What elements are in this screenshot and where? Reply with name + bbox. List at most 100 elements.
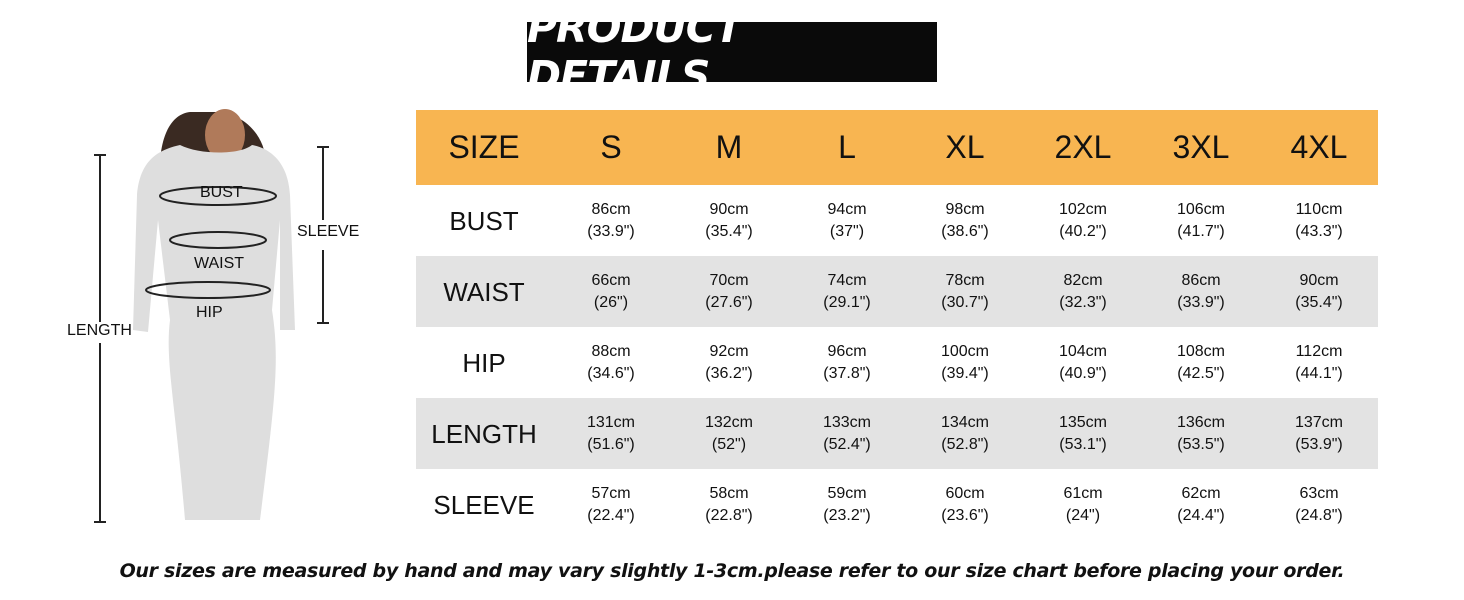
inch-value: (27.6")	[705, 293, 753, 311]
inch-value: (24")	[1065, 506, 1101, 524]
measurement-cell: 110cm (43.3")	[1260, 185, 1378, 256]
cm-value: 63cm	[1299, 484, 1339, 502]
cm-value: 57cm	[591, 484, 631, 502]
cm-value: 106cm	[1176, 200, 1226, 218]
cm-value: 88cm	[591, 342, 631, 360]
inch-value: (35.4")	[705, 222, 753, 240]
inch-value: (38.6")	[941, 222, 989, 240]
measurement-cell: 86cm (33.9")	[552, 185, 670, 256]
bust-label: BUST	[200, 184, 243, 201]
inch-value: (23.6")	[941, 506, 989, 524]
row-label: SLEEVE	[433, 489, 535, 520]
table-row-sleeve: SLEEVE 57cm (22.4") 58cm (22.8") 59cm (23.2") 6…	[416, 469, 1378, 540]
inch-value: (39.4")	[941, 364, 989, 382]
measurement-cell: 78cm (30.7")	[906, 256, 1024, 327]
cm-value: 59cm	[827, 484, 867, 502]
inch-value: (52")	[711, 435, 747, 453]
measurement-cell: 62cm (24.4")	[1142, 469, 1260, 540]
measurement-cell: 82cm (32.3")	[1024, 256, 1142, 327]
size-header-4xl: 4XL	[1260, 110, 1378, 185]
inch-value: (40.2")	[1059, 222, 1107, 240]
waist-label: WAIST	[194, 255, 245, 272]
measurement-cell: 70cm (27.6")	[670, 256, 788, 327]
inch-value: (43.3")	[1295, 222, 1343, 240]
cm-value: 90cm	[1299, 271, 1339, 289]
cm-value: 135cm	[1058, 413, 1108, 431]
measurement-cell: 92cm (36.2")	[670, 327, 788, 398]
cm-value: 92cm	[709, 342, 749, 360]
inch-value: (53.9")	[1295, 435, 1343, 453]
cm-value: 86cm	[1181, 271, 1221, 289]
measurement-cell: 112cm (44.1")	[1260, 327, 1378, 398]
inch-value: (30.7")	[941, 293, 989, 311]
row-label: WAIST	[416, 256, 552, 327]
inch-value: (35.4")	[1295, 293, 1343, 311]
cm-value: 90cm	[709, 200, 749, 218]
measurement-cell: 137cm (53.9")	[1260, 398, 1378, 469]
table-row-waist: WAIST 66cm (26") 70cm (27.6") 74cm (29.1") 78cm…	[416, 256, 1378, 327]
size-column-header: SIZE	[416, 110, 552, 185]
measurement-cell: 136cm (53.5")	[1142, 398, 1260, 469]
cm-value: 66cm	[591, 271, 631, 289]
inch-value: (40.9")	[1059, 364, 1107, 382]
cm-value: 58cm	[709, 484, 749, 502]
measurement-cell: 57cm (22.4")	[552, 469, 670, 540]
inch-value: (33.9")	[587, 222, 635, 240]
cm-value: 70cm	[709, 271, 749, 289]
cm-value: 94cm	[827, 200, 867, 218]
table-row-length: LENGTH 131cm (51.6") 132cm (52") 133cm (52.4")…	[416, 398, 1378, 469]
cm-value: 86cm	[591, 200, 631, 218]
measurement-cell: 133cm (52.4")	[788, 398, 906, 469]
measurement-cell: 134cm (52.8")	[906, 398, 1024, 469]
measurement-cell: 131cm (51.6")	[552, 398, 670, 469]
measurement-cell: 100cm (39.4")	[906, 327, 1024, 398]
cm-value: 108cm	[1176, 342, 1226, 360]
cm-value: 78cm	[945, 271, 985, 289]
measurement-cell: 74cm (29.1")	[788, 256, 906, 327]
measurement-cell: 106cm (41.7")	[1142, 185, 1260, 256]
cm-value: 136cm	[1176, 413, 1226, 431]
measurement-cell: 66cm (26")	[552, 256, 670, 327]
cm-value: 133cm	[822, 413, 872, 431]
measurement-cell: 58cm (22.8")	[670, 469, 788, 540]
cm-value: 137cm	[1294, 413, 1344, 431]
inch-value: (37.8")	[823, 364, 871, 382]
measurement-cell: 102cm (40.2")	[1024, 185, 1142, 256]
row-label: HIP	[462, 347, 506, 378]
measurement-cell: 135cm (53.1")	[1024, 398, 1142, 469]
row-label: LENGTH	[416, 398, 552, 469]
cm-value: 74cm	[827, 271, 867, 289]
inch-value: (51.6")	[587, 435, 635, 453]
inch-value: (26")	[593, 293, 629, 311]
inch-value: (23.2")	[823, 506, 871, 524]
inch-value: (36.2")	[705, 364, 753, 382]
inch-value: (24.8")	[1295, 506, 1343, 524]
page-title: PRODUCT DETAILS	[527, 4, 937, 100]
cm-value: 104cm	[1058, 342, 1108, 360]
inch-value: (33.9")	[1177, 293, 1225, 311]
cm-value: 131cm	[586, 413, 636, 431]
cm-value: 112cm	[1295, 342, 1343, 360]
measurement-cell: 61cm (24")	[1024, 469, 1142, 540]
measurement-cell: 132cm (52")	[670, 398, 788, 469]
size-header-m: M	[670, 110, 788, 185]
size-header-s: S	[552, 110, 670, 185]
cm-value: 102cm	[1058, 200, 1108, 218]
inch-value: (32.3")	[1059, 293, 1107, 311]
measurement-cell: 63cm (24.8")	[1260, 469, 1378, 540]
measurement-cell: 90cm (35.4")	[1260, 256, 1378, 327]
inch-value: (52.4")	[823, 435, 871, 453]
inch-value: (53.5")	[1177, 435, 1225, 453]
dress-measurement-figure: BUST WAIST HIP LENGTH SLEEVE	[40, 100, 380, 540]
measurement-cell: 88cm (34.6")	[552, 327, 670, 398]
measurement-cell: 86cm (33.9")	[1142, 256, 1260, 327]
inch-value: (52.8")	[941, 435, 989, 453]
cm-value: 132cm	[704, 413, 754, 431]
inch-value: (34.6")	[587, 364, 635, 382]
size-chart-table: SIZE S M L XL 2XL 3XL 4XL BUST 86cm (33.9") 90cm (3…	[416, 110, 1378, 540]
measurement-cell: 60cm (23.6")	[906, 469, 1024, 540]
measurement-cell: 98cm (38.6")	[906, 185, 1024, 256]
cm-value: 110cm	[1295, 200, 1343, 218]
inch-value: (42.5")	[1177, 364, 1225, 382]
cm-value: 61cm	[1063, 484, 1103, 502]
